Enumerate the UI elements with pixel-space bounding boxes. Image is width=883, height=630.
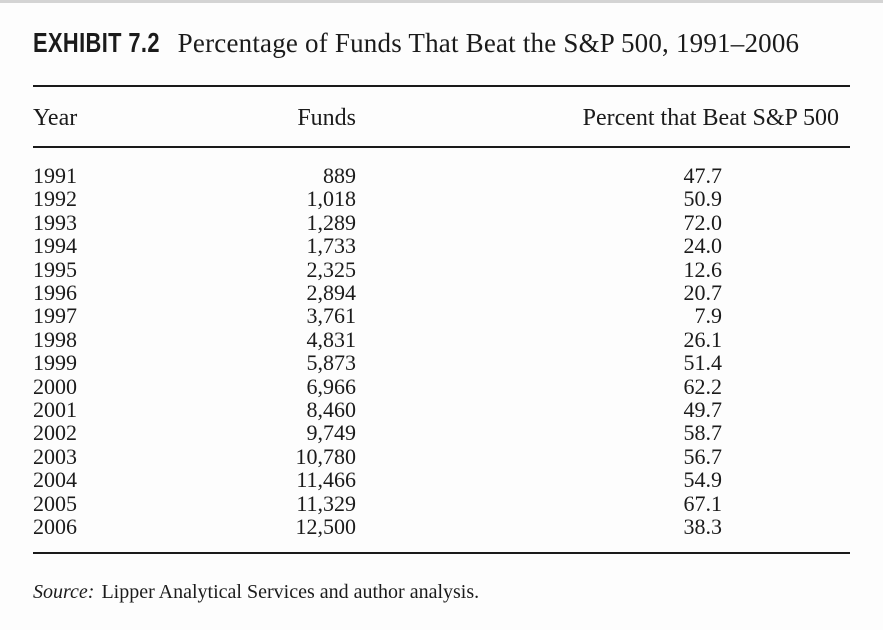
table-row: 1997 3,761 7.9 bbox=[33, 303, 850, 329]
source-text: Lipper Analytical Services and author an… bbox=[101, 580, 480, 603]
percent-cell: 58.7 bbox=[683, 420, 723, 446]
page-top-edge bbox=[0, 0, 883, 3]
funds-cell: 1,018 bbox=[306, 186, 357, 212]
year-cell: 1998 bbox=[33, 326, 77, 352]
exhibit-title-row: EXHIBIT 7.2 Percentage of Funds That Bea… bbox=[33, 27, 850, 63]
funds-cell: 889 bbox=[323, 163, 356, 188]
percent-cell: 51.4 bbox=[683, 350, 723, 376]
column-header-percent: Percent that Beat S&P 500 bbox=[356, 87, 850, 148]
column-header-funds: Funds bbox=[286, 87, 356, 148]
funds-cell: 11,466 bbox=[296, 467, 356, 493]
table-row: 1994 1,733 24.0 bbox=[33, 233, 850, 259]
funds-cell: 8,460 bbox=[306, 397, 357, 423]
percent-cell: 20.7 bbox=[683, 280, 723, 306]
year-cell: 2006 bbox=[33, 514, 77, 540]
percent-cell: 24.0 bbox=[683, 233, 723, 259]
year-cell: 1994 bbox=[33, 233, 77, 259]
percent-cell: 7.9 bbox=[694, 303, 723, 329]
funds-cell: 4,831 bbox=[306, 326, 357, 352]
percent-cell: 67.1 bbox=[683, 490, 723, 516]
table-row: 2005 11,329 67.1 bbox=[33, 490, 850, 516]
table-row: 1998 4,831 26.1 bbox=[33, 326, 850, 352]
percent-cell: 56.7 bbox=[683, 443, 723, 469]
table-row: 1993 1,289 72.0 bbox=[33, 209, 850, 235]
funds-cell: 9,749 bbox=[306, 420, 357, 446]
table-row: 1991 889 47.7 bbox=[33, 147, 850, 188]
table-body: 1991 889 47.7 1992 1,018 50.9 1993 1,289 72.0 199… bbox=[33, 147, 850, 539]
year-cell: 2005 bbox=[33, 490, 77, 516]
page-title: Percentage of Funds That Beat the S&P 50… bbox=[177, 28, 800, 58]
source-label: Source: bbox=[33, 580, 95, 603]
funds-cell: 1,289 bbox=[306, 209, 357, 235]
year-cell: 1997 bbox=[33, 303, 77, 329]
percent-cell: 12.6 bbox=[683, 256, 723, 282]
funds-cell: 11,329 bbox=[296, 490, 356, 516]
exhibit-page: EXHIBIT 7.2 Percentage of Funds That Bea… bbox=[33, 0, 850, 604]
year-cell: 2001 bbox=[33, 397, 77, 423]
table-header-row: Year Funds Percent that Beat S&P 500 bbox=[33, 87, 850, 148]
rule-above-source bbox=[33, 551, 850, 554]
year-cell: 1991 bbox=[33, 163, 77, 188]
percent-cell: 62.2 bbox=[683, 373, 723, 399]
exhibit-number-label: EXHIBIT 7.2 bbox=[33, 27, 160, 58]
percent-cell: 38.3 bbox=[683, 514, 723, 540]
year-cell: 1995 bbox=[33, 256, 77, 282]
funds-cell: 12,500 bbox=[295, 514, 357, 540]
year-cell: 2003 bbox=[33, 443, 77, 469]
table-row: 2000 6,966 62.2 bbox=[33, 373, 850, 399]
percent-cell: 49.7 bbox=[683, 397, 723, 423]
table-row: 2006 12,500 38.3 bbox=[33, 514, 850, 540]
percent-cell: 72.0 bbox=[683, 209, 723, 235]
percent-cell: 50.9 bbox=[683, 186, 723, 212]
table-row: 1999 5,873 51.4 bbox=[33, 350, 850, 376]
percent-cell: 26.1 bbox=[683, 326, 723, 352]
funds-cell: 2,894 bbox=[306, 280, 357, 306]
funds-cell: 2,325 bbox=[306, 256, 357, 282]
source-note: Source: Lipper Analytical Services and au… bbox=[33, 580, 850, 604]
funds-cell: 5,873 bbox=[306, 350, 357, 376]
percent-cell: 54.9 bbox=[683, 467, 723, 493]
year-cell: 2004 bbox=[33, 467, 77, 493]
table-row: 1992 1,018 50.9 bbox=[33, 186, 850, 212]
funds-cell: 3,761 bbox=[306, 303, 357, 329]
percent-cell: 47.7 bbox=[683, 163, 723, 188]
funds-cell: 6,966 bbox=[306, 373, 357, 399]
table-row: 2002 9,749 58.7 bbox=[33, 420, 850, 446]
funds-table: Year Funds Percent that Beat S&P 500 199… bbox=[33, 87, 850, 539]
table-row: 2001 8,460 49.7 bbox=[33, 397, 850, 423]
year-cell: 2002 bbox=[33, 420, 77, 446]
table-row: 1996 2,894 20.7 bbox=[33, 280, 850, 306]
rule-below-title bbox=[33, 85, 850, 87]
year-cell: 1996 bbox=[33, 280, 77, 306]
table-row: 2004 11,466 54.9 bbox=[33, 467, 850, 493]
funds-cell: 10,780 bbox=[295, 443, 357, 469]
table-row: 1995 2,325 12.6 bbox=[33, 256, 850, 282]
year-cell: 1999 bbox=[33, 350, 77, 376]
year-cell: 2000 bbox=[33, 373, 77, 399]
funds-cell: 1,733 bbox=[306, 233, 357, 259]
year-cell: 1992 bbox=[33, 186, 77, 212]
table-row: 2003 10,780 56.7 bbox=[33, 443, 850, 469]
column-header-year: Year bbox=[33, 87, 286, 148]
year-cell: 1993 bbox=[33, 209, 77, 235]
